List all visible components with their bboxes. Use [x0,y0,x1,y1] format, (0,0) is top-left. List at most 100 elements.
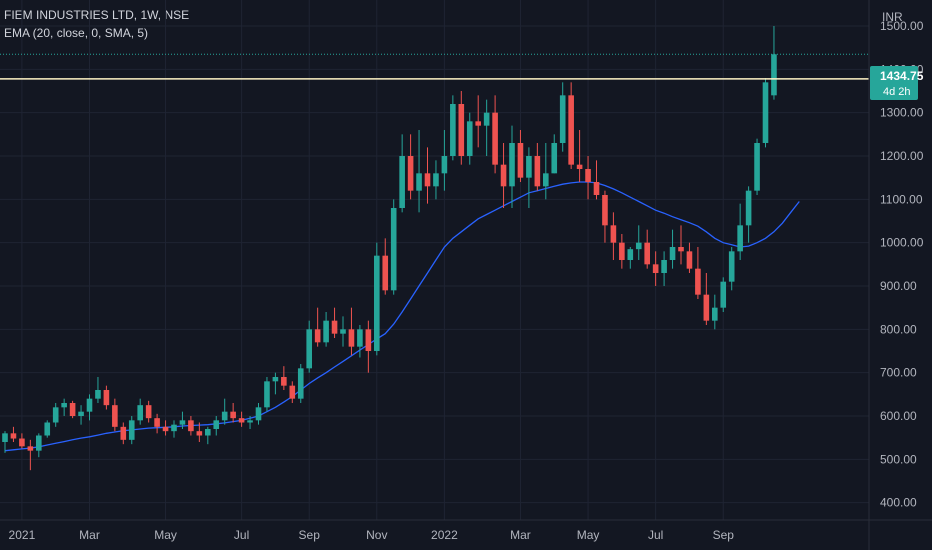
candle-body [534,156,541,187]
last-price-badge [870,66,918,100]
candle [390,199,397,295]
candle-body [2,433,8,442]
candle-body [95,390,101,399]
candle-body [238,418,245,423]
candle-body [509,143,515,187]
symbol-title[interactable]: FIEM INDUSTRIES LTD, 1W, NSE [4,8,190,22]
candle-body [120,426,127,440]
candle [19,433,25,449]
candle-body [331,320,338,334]
candle-body [112,405,118,427]
candle-body [272,377,279,382]
candle [382,238,389,295]
candle [264,377,270,412]
candle-body [678,247,684,252]
candle-body [441,156,448,174]
candle [568,82,574,169]
candle-body [61,403,67,408]
last-price-value: 1434.75 [880,69,924,83]
candle-body [483,112,490,126]
candle [644,229,650,269]
candle-body [745,190,752,226]
candle [686,242,693,273]
candle [619,234,625,269]
candle [500,143,507,208]
candle-body [264,381,270,408]
candle-body [492,112,498,165]
candle [137,398,143,425]
candle [466,112,473,165]
candle-body [27,446,34,451]
candle-body [137,405,143,421]
candle-body [69,403,76,416]
candle-body [374,255,380,351]
candle [120,422,127,445]
candle [399,134,405,213]
candle [509,125,515,208]
candle [526,147,532,208]
candle-body [289,385,296,399]
candle [771,26,777,100]
candle-body [433,173,439,187]
candle-body [213,420,220,429]
candle [154,413,160,434]
candle [365,320,372,373]
candle-body [416,173,422,191]
candle [652,251,659,286]
candle-body [551,143,558,174]
candle [36,433,42,458]
candle [331,307,338,338]
candle-body [188,420,194,432]
time-axis[interactable]: 2021 Mar May Jul Sep Nov 2022 Mar May Jul Sep [9,528,735,542]
time-tick-label: Sep [713,528,735,542]
candle-body [78,411,84,416]
candle-body [306,329,312,369]
candle-body [247,420,253,423]
price-axis[interactable]: 400.00 500.00 600.00 700.00 800.00 900.00 1000… [880,19,924,510]
price-levels [0,53,918,86]
candle [52,403,59,427]
candle-body [450,104,456,156]
candle [610,212,617,260]
candle [44,420,51,438]
candle-body [500,164,507,187]
candle [661,251,667,286]
candle [323,312,329,347]
candle [450,95,456,161]
candle [745,186,752,243]
candle-body [652,264,659,273]
price-tick-label: 1500.00 [880,19,924,33]
candle-body [255,407,262,421]
price-tick-label: 1200.00 [880,149,924,163]
time-tick-label: Jul [648,528,663,542]
price-tick-label: 1100.00 [880,192,923,206]
ema-indicator-label[interactable]: EMA (20, close, 0, SMA, 5) [4,26,149,40]
candle-body [365,329,372,351]
price-tick-label: 600.00 [880,409,917,423]
candle-body [281,377,287,386]
candle-body [526,156,532,178]
candle [635,225,642,260]
candle-body [357,329,363,347]
candle [348,307,355,356]
candle-body [720,281,727,308]
candle [340,316,346,347]
candle-body [103,390,110,406]
candle-body [762,82,769,143]
price-tick-label: 800.00 [880,322,917,336]
candle-body [340,329,346,334]
candle-body [737,225,743,252]
candles-layer [2,26,777,471]
candle-body [19,438,25,447]
candle-body [314,329,321,343]
candle [737,203,743,260]
candle-body [323,320,329,343]
candle [188,416,194,436]
candle [407,134,414,200]
candle-body [230,411,236,419]
candle-body [576,164,583,169]
chart-grid [0,0,869,520]
price-tick-label: 700.00 [880,366,917,380]
candle [433,160,439,200]
